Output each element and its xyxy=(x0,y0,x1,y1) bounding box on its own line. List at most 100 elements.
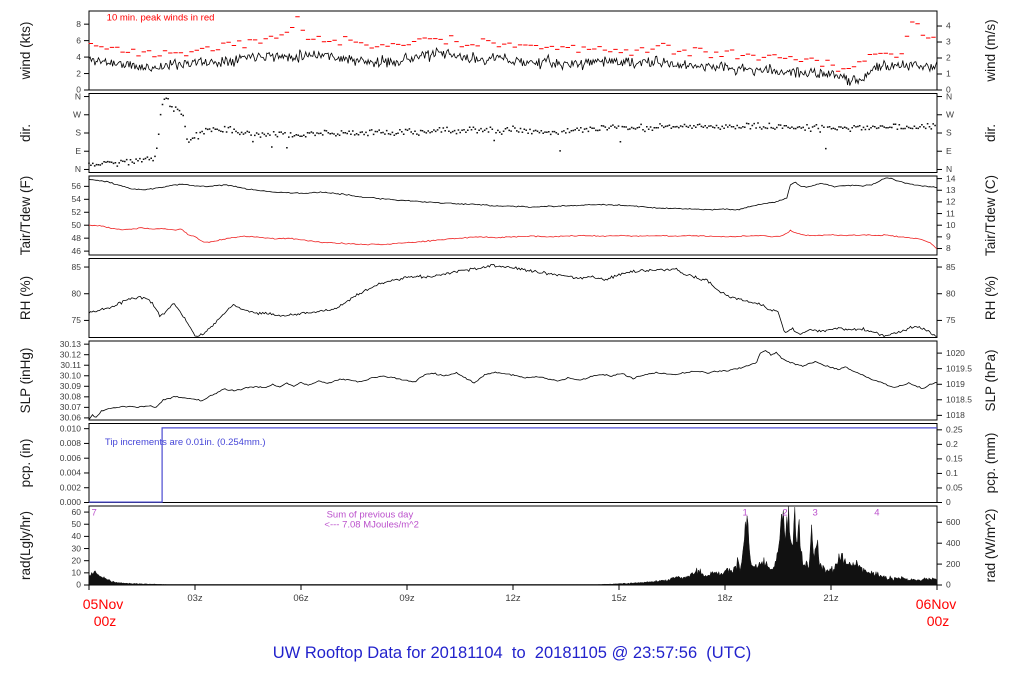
radiation-area-series xyxy=(88,506,938,585)
tick-label: 4 xyxy=(76,52,81,62)
wind-direction-right-axis-title: dir. xyxy=(983,124,998,142)
tick-label: 4 xyxy=(946,21,951,31)
tick-label: 13 xyxy=(946,185,956,195)
wind-direction-scatter xyxy=(88,97,936,167)
tick-label: 3 xyxy=(946,37,951,47)
pcp-step-series xyxy=(89,427,937,503)
tair-series xyxy=(88,177,938,211)
tick-label: 2 xyxy=(946,53,951,63)
tick-label: 1018 xyxy=(946,410,965,420)
solar-radiation-annotation-3: 1 xyxy=(742,508,747,519)
tick-label: 0 xyxy=(76,85,81,95)
tick-label: 8 xyxy=(76,19,81,29)
temperature-dewpoint-right-axis-title: Tair/Tdew (C) xyxy=(983,175,998,256)
solar-radiation-left-axis-title: rad(Lgly/hr) xyxy=(18,511,33,580)
tick-label: 600 xyxy=(946,517,960,527)
sea-level-pressure-right-axis-title: SLP (hPa) xyxy=(983,349,998,411)
relative-humidity-y-axis-right: 75 80 85 xyxy=(937,262,956,325)
wind-peak-series xyxy=(88,16,936,72)
tick-label: N xyxy=(946,91,952,101)
tick-label: W xyxy=(73,109,81,119)
tick-label: 1020 xyxy=(946,348,965,358)
tick-label: 0.1 xyxy=(946,468,958,478)
tick-label: 50 xyxy=(72,220,82,230)
relative-humidity-y-axis-left: 75 80 85 xyxy=(72,262,89,325)
tick-label: 85 xyxy=(946,262,956,272)
precipitation-annotation-0: Tip increments are 0.01in. (0.254mm.) xyxy=(105,437,266,448)
relative-humidity-left-axis-title: RH (%) xyxy=(18,276,33,320)
sea-level-pressure-left-axis-title: SLP (inHg) xyxy=(18,348,33,414)
tick-label: 48 xyxy=(72,233,82,243)
tick-label: 60 xyxy=(72,507,82,517)
precipitation-left-axis-title: pcp. (in) xyxy=(18,439,33,488)
wind-speed-annotation-0: 10 min. peak winds in red xyxy=(107,13,215,24)
tick-label: 80 xyxy=(946,288,956,298)
relative-humidity-frame xyxy=(88,258,938,338)
solar-radiation-annotation-6: 4 xyxy=(874,508,879,519)
tick-label: 0.25 xyxy=(946,425,963,435)
wind-speed-y-axis-right: 0 1 2 3 4 xyxy=(937,21,951,95)
tick-label: 2 xyxy=(76,68,81,78)
tick-label: 0.008 xyxy=(60,438,82,448)
tick-label: 0 xyxy=(76,580,81,590)
tick-label: 0.15 xyxy=(946,454,963,464)
tick-label: 0.002 xyxy=(60,482,82,492)
tick-label: 30.12 xyxy=(60,349,82,359)
tick-label: E xyxy=(946,146,952,156)
tick-label: 0 xyxy=(946,497,951,507)
wind-speed-y-axis-left: 0 2 4 6 8 xyxy=(76,19,89,95)
relative-humidity-right-axis-title: RH (%) xyxy=(983,276,998,320)
precipitation-y-axis-right: 0 0.05 0.1 0.15 0.2 0.25 xyxy=(937,425,963,507)
tick-label: N xyxy=(75,91,81,101)
solar-radiation-annotation-1: Sum of previous day xyxy=(327,510,414,521)
panel-sea-level-pressure: 30.0630.0730.0830.0930.1030.1130.1230.13… xyxy=(18,339,998,423)
tick-label: 30.08 xyxy=(60,392,82,402)
sea-level-pressure-y-axis-right: 1018 1018.5 1019 1019.5 1020 xyxy=(937,348,972,420)
tick-label: 30.06 xyxy=(60,413,82,423)
tick-label: 30.09 xyxy=(60,381,82,391)
panel-wind-speed: 0 2 4 6 8 0 1 2 3 4 wind (kts) wind (m/s) 10 min. pe… xyxy=(18,10,998,95)
temperature-dewpoint-left-axis-title: Tair/Tdew (F) xyxy=(18,176,33,256)
x-start-date-label: 05Nov xyxy=(83,596,123,612)
wind-speed-left-axis-title: wind (kts) xyxy=(18,22,33,81)
tick-label: 10 xyxy=(946,220,956,230)
tick-label: 6 xyxy=(76,35,81,45)
tick-label: 0.010 xyxy=(60,423,82,433)
solar-radiation-annotation-2: <--- 7.08 MJoules/m^2 xyxy=(324,519,418,530)
x-tick-label: 21z xyxy=(823,593,839,604)
solar-radiation-annotation-5: 3 xyxy=(812,508,817,519)
tick-label: 30.10 xyxy=(60,370,82,380)
solar-radiation-annotation-0: 7 xyxy=(91,508,96,519)
tick-label: 30.13 xyxy=(60,339,82,349)
x-start-hour-label: 00z xyxy=(94,613,117,629)
wind-speed-right-axis-title: wind (m/s) xyxy=(983,19,998,82)
tick-label: 52 xyxy=(72,207,82,217)
solar-radiation-y-axis-right: 0 200 400 600 xyxy=(937,517,960,590)
x-tick-label: 09z xyxy=(399,593,415,604)
panel-precipitation: 0.000 0.002 0.004 0.006 0.008 0.010 0 0.05 0.1 0.… xyxy=(18,423,998,507)
tick-label: 75 xyxy=(946,315,956,325)
temperature-dewpoint-frame xyxy=(88,175,938,256)
tick-label: 0 xyxy=(946,85,951,95)
tick-label: 1 xyxy=(946,69,951,79)
tick-label: 54 xyxy=(72,194,82,204)
x-tick-label: 18z xyxy=(717,593,733,604)
x-tick-label: 03z xyxy=(187,593,203,604)
tick-label: 0 xyxy=(946,580,951,590)
tick-label: 1019.5 xyxy=(946,363,972,373)
tick-label: 85 xyxy=(72,262,82,272)
tick-label: 0.004 xyxy=(60,468,82,478)
wind-speed-frame xyxy=(88,10,938,91)
tick-label: 9 xyxy=(946,232,951,242)
tick-label: 30.07 xyxy=(60,402,82,412)
tick-label: 40 xyxy=(72,531,82,541)
x-tick-label: 12z xyxy=(505,593,521,604)
precipitation-right-axis-title: pcp. (mm) xyxy=(983,433,998,494)
tick-label: 8 xyxy=(946,243,951,253)
sea-level-pressure-frame xyxy=(88,340,938,421)
tick-label: 75 xyxy=(72,315,82,325)
